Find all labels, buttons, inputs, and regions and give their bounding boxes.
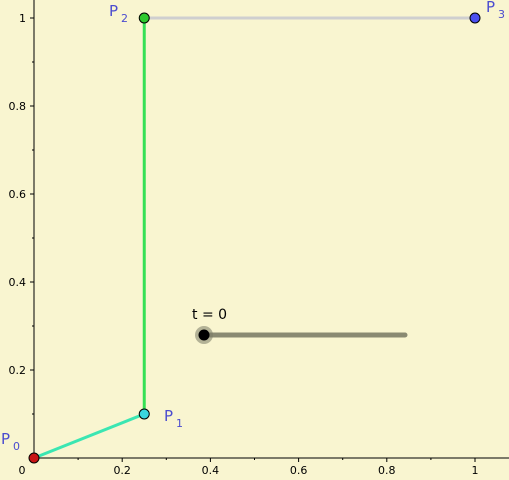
point-label-letter: P [1,430,10,448]
point-label-subscript: 1 [176,417,183,430]
point-p3[interactable] [469,12,481,24]
y-tick-label: 0.4 [9,276,27,289]
slider-label: t = 0 [192,307,227,323]
point-label-subscript: 3 [498,8,505,21]
x-tick-label: 0.4 [202,464,220,477]
y-tick-label: 1 [19,12,26,25]
slider-handle[interactable] [198,329,210,341]
x-tick-label: 0 [19,464,26,477]
point-p0[interactable] [28,452,40,464]
x-tick-label: 0.6 [290,464,308,477]
y-tick-label: 0.8 [9,100,27,113]
point-label-subscript: 0 [13,440,20,453]
point-p2[interactable] [138,12,150,24]
point-label-subscript: 2 [121,12,128,25]
x-tick-label: 1 [472,464,479,477]
segment-p0-p1[interactable] [32,412,146,460]
x-tick-label: 0.2 [113,464,131,477]
point-p1[interactable] [138,408,150,420]
point-label-letter: P [164,407,173,425]
point-label-letter: P [109,2,118,20]
point-label-letter: P [486,0,495,16]
x-tick-label: 0.8 [378,464,396,477]
y-tick-label: 0.2 [9,364,27,377]
y-tick-label: 0.6 [9,188,27,201]
